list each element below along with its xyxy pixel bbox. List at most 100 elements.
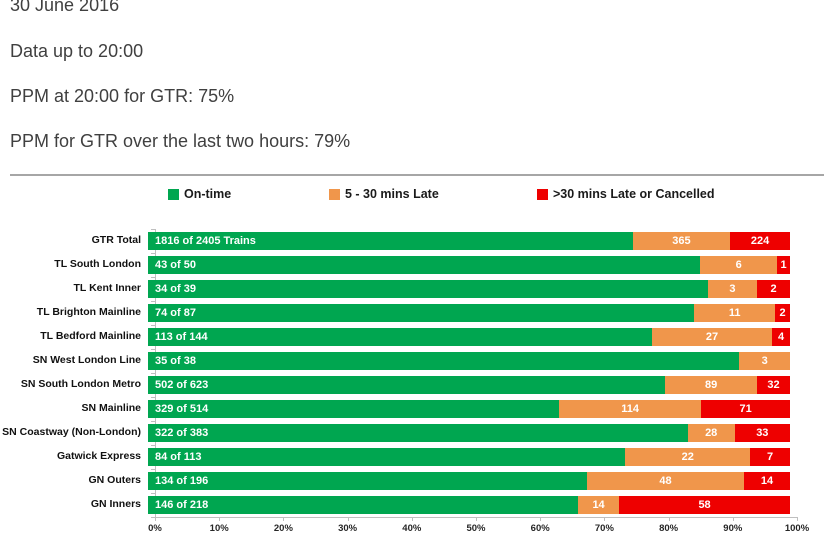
segment-value: 27 — [705, 330, 719, 343]
on-time-segment: 146 of 218 — [148, 496, 578, 514]
x-axis-tick-label: 60% — [530, 523, 550, 534]
late-5-30-segment: 114 — [558, 400, 702, 418]
bar-row: SN Coastway (Non-London) 322 of 383 28 33 — [0, 421, 797, 445]
late-5-30-segment: 89 — [665, 376, 757, 394]
late-30-segment: 2 — [775, 304, 790, 322]
segment-value: 4 — [778, 330, 785, 343]
segment-value: 146 of 218 — [155, 498, 209, 511]
bar-row: Gatwick Express 84 of 113 22 7 — [0, 445, 797, 469]
category-label: GN Outers — [88, 474, 141, 487]
category-tick — [151, 325, 156, 326]
segment-value: 14 — [760, 474, 774, 487]
on-time-segment: 84 of 113 — [148, 448, 626, 466]
segment-value: 43 of 50 — [155, 258, 196, 271]
segment-value: 11 — [728, 306, 741, 319]
category-label: TL Bedford Mainline — [40, 330, 141, 343]
stacked-bar: 502 of 623 89 32 — [148, 376, 790, 394]
x-axis-tick-label: 20% — [273, 523, 293, 534]
segment-value: 32 — [767, 378, 780, 391]
stacked-bar: 74 of 87 11 2 — [148, 304, 790, 322]
on-time-swatch-icon — [168, 188, 179, 200]
x-axis-tick — [283, 517, 285, 521]
late-5-30-segment: 48 — [586, 472, 745, 490]
plot-area: GTR Total 1816 of 2405 Trains 365 224 TL Sou… — [0, 229, 797, 517]
segment-value: 28 — [705, 426, 718, 439]
x-axis-tick-label: 100% — [784, 523, 810, 534]
segment-value: 35 of 38 — [155, 354, 196, 367]
x-axis-tick — [797, 517, 798, 521]
segment-value: 58 — [698, 498, 711, 511]
segment-value: 322 of 383 — [155, 426, 209, 439]
on-time-segment: 34 of 39 — [148, 280, 708, 298]
x-axis-tick-label: 30% — [338, 523, 358, 534]
category-tick — [151, 349, 156, 350]
segment-value: 3 — [729, 282, 736, 295]
late-30-segment: 2 — [757, 280, 790, 298]
x-axis-tick — [668, 517, 670, 521]
category-tick — [151, 373, 156, 374]
data-up-to-text: Data up to 20:00 — [10, 41, 144, 61]
category-label: SN Mainline — [81, 402, 141, 415]
x-axis-tick — [604, 517, 606, 521]
legend-label-on-time: On-time — [184, 187, 232, 201]
x-axis-tick-label: 0% — [148, 523, 162, 534]
late-30-segment: 14 — [744, 472, 790, 490]
on-time-segment: 1816 of 2405 Trains — [148, 232, 633, 250]
category-label: SN Coastway (Non-London) — [2, 426, 141, 439]
bar-row: SN Mainline 329 of 514 114 71 — [0, 397, 797, 421]
stacked-bar: 84 of 113 22 7 — [148, 448, 790, 466]
late-30-swatch-icon — [537, 188, 548, 200]
segment-value: 113 of 144 — [155, 330, 208, 343]
bar-row: GTR Total 1816 of 2405 Trains 365 224 — [0, 229, 797, 253]
legend-label-5-30-late: 5 - 30 mins Late — [345, 187, 439, 201]
bar-row: TL Kent Inner 34 of 39 3 2 — [0, 277, 797, 301]
bar-row: SN West London Line 35 of 38 3 — [0, 349, 797, 373]
category-tick — [151, 493, 156, 494]
bar-row: TL Brighton Mainline 74 of 87 11 2 — [0, 301, 797, 325]
stacked-bar: 134 of 196 48 14 — [148, 472, 790, 490]
segment-value: 224 — [750, 234, 770, 247]
late-5-30-segment: 3 — [739, 352, 790, 370]
category-label: TL Brighton Mainline — [36, 306, 141, 319]
category-tick — [151, 397, 156, 398]
segment-value: 34 of 39 — [155, 282, 196, 295]
legend-item-5-30-late: 5 - 30 mins Late — [329, 187, 439, 201]
late-30-segment: 33 — [734, 424, 790, 442]
late-5-30-segment: 27 — [651, 328, 773, 346]
late-5-30-segment: 6 — [700, 256, 778, 274]
on-time-segment: 74 of 87 — [148, 304, 695, 322]
segment-value: 1816 of 2405 Trains — [155, 234, 256, 247]
stacked-bar: 329 of 514 114 71 — [148, 400, 790, 418]
x-axis-tick — [732, 517, 734, 521]
segment-value: 6 — [735, 258, 742, 271]
x-axis-tick — [155, 517, 156, 521]
segment-value: 114 — [621, 402, 639, 415]
on-time-segment: 113 of 144 — [148, 328, 652, 346]
on-time-segment: 35 of 38 — [148, 352, 740, 370]
late-5-30-segment: 22 — [625, 448, 751, 466]
segment-value: 2 — [779, 306, 786, 319]
late-30-segment: 71 — [701, 400, 790, 418]
late-30-segment: 4 — [772, 328, 790, 346]
stacked-bar: 1816 of 2405 Trains 365 224 — [148, 232, 790, 250]
category-tick — [151, 469, 156, 470]
category-tick — [151, 421, 156, 422]
category-tick — [151, 517, 156, 518]
segment-value: 365 — [672, 234, 691, 247]
category-tick — [151, 445, 156, 446]
category-label: GN Inners — [90, 498, 141, 511]
bar-row: TL Bedford Mainline 113 of 144 27 4 — [0, 325, 797, 349]
section-divider — [10, 174, 824, 176]
segment-value: 14 — [592, 498, 605, 511]
segment-value: 329 of 514 — [155, 402, 209, 415]
segment-value: 22 — [681, 450, 694, 463]
late-5-30-segment: 365 — [632, 232, 731, 250]
category-tick — [151, 301, 156, 302]
category-tick — [151, 229, 156, 230]
category-label: SN West London Line — [32, 354, 141, 367]
segment-value: 2 — [770, 282, 777, 295]
segment-value: 74 of 87 — [155, 306, 196, 319]
segment-value: 84 of 113 — [155, 450, 202, 463]
category-label: Gatwick Express — [56, 450, 141, 463]
